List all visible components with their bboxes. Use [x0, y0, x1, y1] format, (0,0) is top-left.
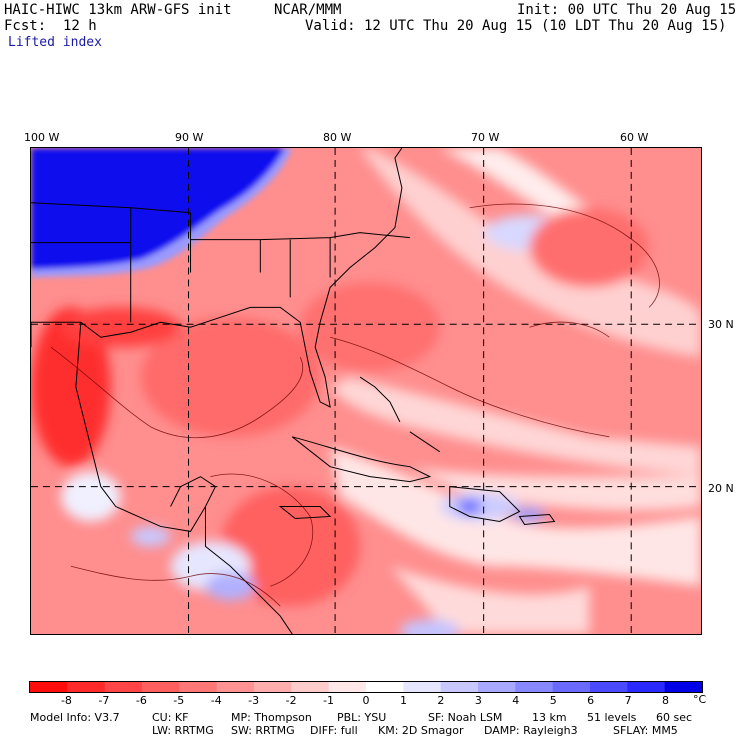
coastlines [31, 148, 556, 634]
colorbar-tick-label: 4 [512, 694, 520, 707]
lat-label-30n: 30 N [708, 318, 734, 331]
valid-time: Valid: 12 UTC Thu 20 Aug 15 (10 LDT Thu … [305, 18, 727, 34]
colorbar-tick-label: 7 [624, 694, 632, 707]
colorbar-swatch [254, 682, 292, 692]
colorbar-tick-label: 2 [437, 694, 445, 707]
colorbar-swatch [664, 682, 702, 692]
lon-label-90w: 90 W [175, 131, 204, 144]
levels: 51 levels [587, 711, 637, 724]
colorbar-tick-label: -3 [248, 694, 260, 707]
diff-scheme: DIFF: full [310, 724, 358, 737]
stable-region [31, 148, 293, 278]
colorbar-unit: °C [693, 693, 707, 706]
colorbar-swatch [515, 682, 554, 692]
colorbar-tick-label: -1 [323, 694, 335, 707]
colorbar-swatch [291, 682, 330, 692]
colorbar-swatch [328, 682, 367, 692]
colorbar-swatch [67, 682, 106, 692]
timestep: 60 sec [656, 711, 693, 724]
colorbar-tick-label: -2 [285, 694, 297, 707]
colorbar-tick-label: -8 [60, 694, 72, 707]
colorbar-swatch [142, 682, 180, 692]
colorbar-swatch [590, 682, 628, 692]
colorbar-swatch [30, 682, 68, 692]
graticule [31, 148, 701, 634]
forecast-hour: Fcst: 12 h [4, 18, 97, 34]
sw-scheme: SW: RRTMG [231, 724, 295, 737]
lat-label-20n: 20 N [708, 482, 734, 495]
colorbar-tick-label: -5 [173, 694, 185, 707]
colorbar-tick-label: 0 [362, 694, 370, 707]
pbl-scheme: PBL: YSU [337, 711, 387, 724]
colorbar-tick-label: 1 [399, 694, 407, 707]
colorbar-swatch [478, 682, 516, 692]
colorbar-swatch [366, 682, 404, 692]
lifted-index-map [30, 147, 702, 635]
sflay-scheme: SFLAY: MM5 [613, 724, 678, 737]
colorbar-swatch [440, 682, 479, 692]
colorbar-tick-label: 3 [474, 694, 482, 707]
colorbar-swatch [104, 682, 143, 692]
colorbar [29, 681, 703, 693]
km-scheme: KM: 2D Smagor [378, 724, 464, 737]
damp-scheme: DAMP: Rayleigh3 [484, 724, 578, 737]
init-time: Init: 00 UTC Thu 20 Aug 15 [517, 2, 737, 18]
sf-scheme: SF: Noah LSM [428, 711, 503, 724]
model-title: HAIC-HIWC 13km ARW-GFS init [4, 2, 232, 18]
lon-label-80w: 80 W [323, 131, 352, 144]
model-info: Model Info: V3.7 [30, 711, 120, 724]
lw-scheme: LW: RRTMG [152, 724, 214, 737]
colorbar-tick-label: 6 [587, 694, 595, 707]
resolution: 13 km [532, 711, 567, 724]
mp-scheme: MP: Thompson [231, 711, 312, 724]
org-label: NCAR/MMM [274, 2, 342, 18]
field-name: Lifted index [8, 35, 102, 50]
colorbar-swatch [216, 682, 255, 692]
lon-label-70w: 70 W [471, 131, 500, 144]
colorbar-tick-label: 5 [549, 694, 557, 707]
colorbar-tick-label: 8 [662, 694, 670, 707]
cu-scheme: CU: KF [152, 711, 189, 724]
colorbar-swatch [403, 682, 442, 692]
contour-lines [50, 203, 660, 607]
colorbar-swatch [179, 682, 218, 692]
colorbar-swatch [552, 682, 591, 692]
colorbar-tick-label: -7 [98, 694, 110, 707]
lon-label-60w: 60 W [620, 131, 649, 144]
colorbar-tick-label: -4 [210, 694, 222, 707]
colorbar-swatch [627, 682, 666, 692]
colorbar-tick-label: -6 [135, 694, 147, 707]
lon-label-100w: 100 W [24, 131, 60, 144]
